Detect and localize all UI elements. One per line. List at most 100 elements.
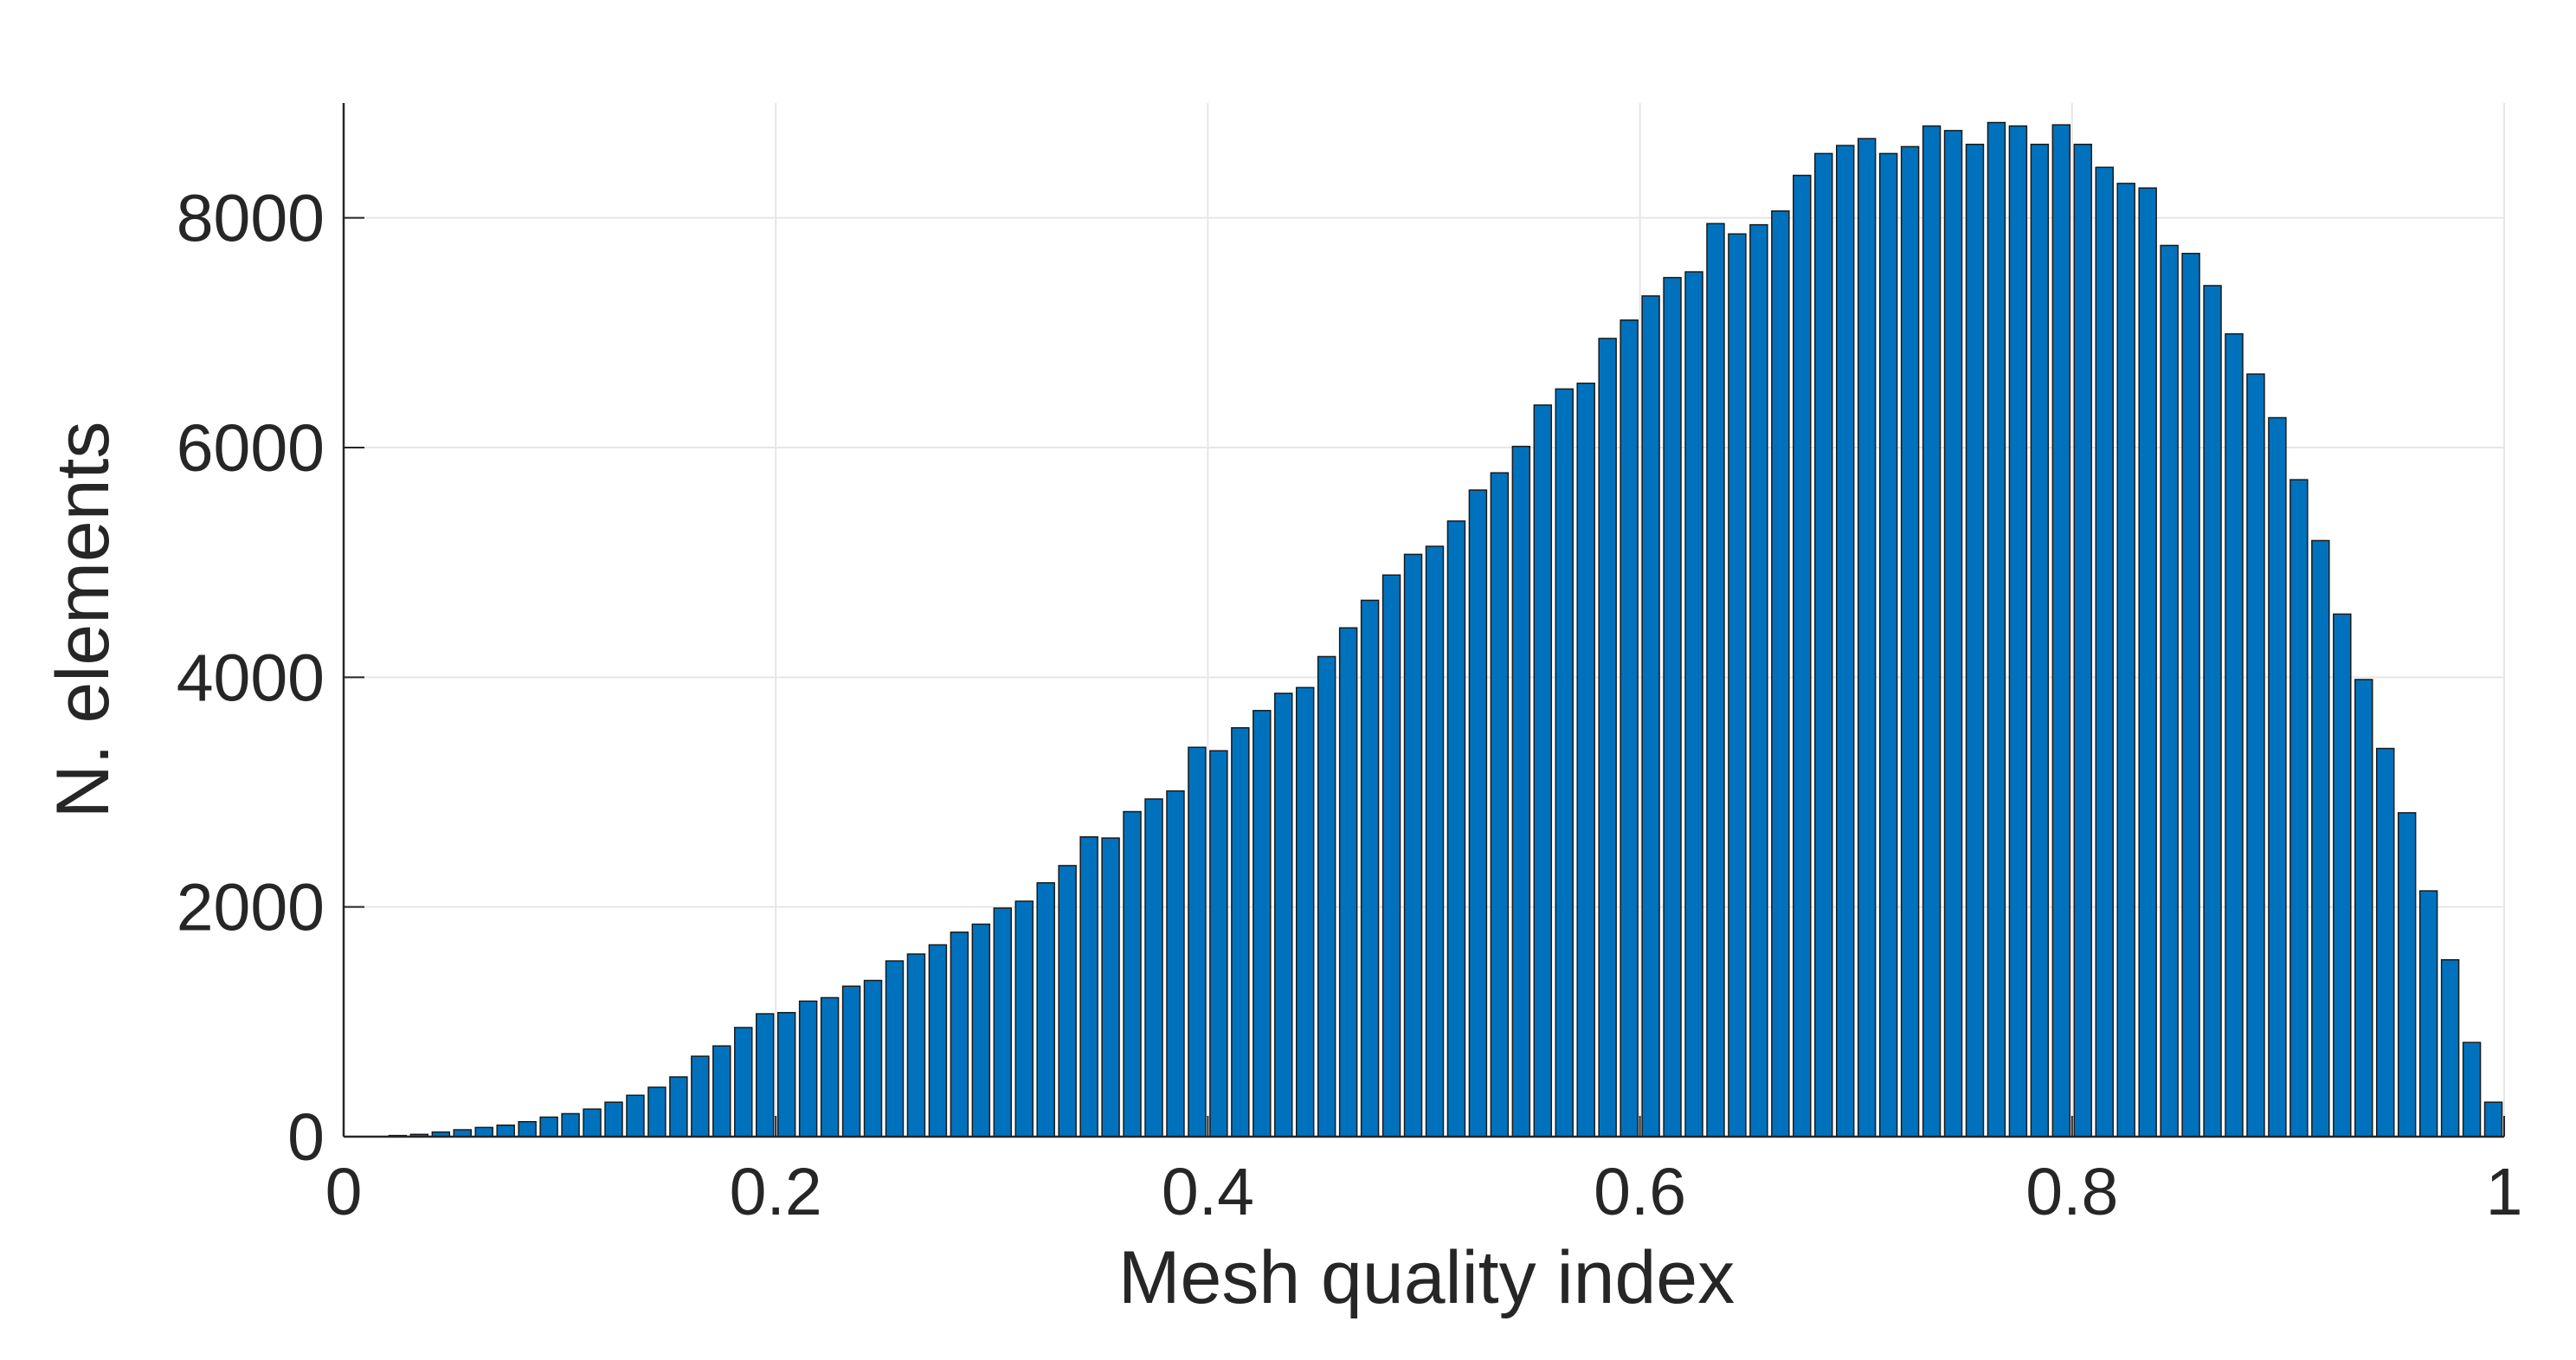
bar [2051,124,2071,1138]
bar [1728,233,1747,1138]
bar [2462,1041,2482,1138]
bar [1943,130,1963,1138]
bar [1620,319,1639,1138]
bar [1144,798,1163,1138]
bar [691,1055,710,1138]
bar [2138,187,2157,1138]
bar [1446,520,1466,1138]
bar [1403,553,1423,1138]
bar [2073,144,2093,1138]
bar [755,1013,775,1138]
bar [993,907,1013,1138]
y-tick-label: 8000 [177,182,325,256]
bar [1771,209,1790,1138]
y-axis-label: N. elements [42,422,125,819]
bar [971,923,991,1138]
bar [1188,746,1207,1138]
bar [1425,545,1445,1138]
bar [1793,174,1812,1138]
bar [2203,285,2222,1138]
bar [1987,121,2006,1138]
bar [2375,747,2395,1138]
bar [906,953,926,1138]
bar [776,1011,796,1138]
bar [1036,882,1055,1138]
bar [1965,144,1985,1138]
bar [1123,810,1142,1138]
bar [1835,145,1855,1138]
bar [626,1094,645,1138]
bar [798,1000,818,1138]
bar [1684,271,1703,1138]
bar [1079,835,1098,1138]
x-tick-label: 0.8 [2025,1155,2118,1229]
bar [2440,958,2460,1138]
bar [1360,599,1380,1138]
bar [1533,404,1553,1138]
y-tick-label: 0 [287,1100,325,1175]
bar [518,1121,537,1138]
bar [1381,574,1401,1138]
bar [1814,152,1833,1138]
bar [1253,710,1272,1138]
bar [583,1108,602,1138]
bar [1900,145,1920,1138]
bar [1231,726,1250,1138]
bar [1295,686,1315,1138]
bar [2333,613,2352,1138]
bar [1058,865,1077,1138]
bar [2160,244,2179,1138]
bar [928,944,948,1138]
bar [1166,790,1185,1138]
bar [1468,489,1488,1138]
bar [1922,125,1942,1138]
bar [1014,900,1034,1138]
bar [950,931,969,1138]
bar [604,1101,623,1138]
bar [2181,253,2200,1138]
bar [539,1116,558,1138]
bar [2008,125,2028,1138]
bar [647,1086,667,1138]
bar [2354,679,2373,1138]
bar [2030,144,2050,1138]
bar [1317,655,1336,1138]
y-tick-label: 4000 [177,641,325,715]
bar [1511,445,1531,1138]
bar [1663,276,1682,1138]
y-tick-label: 6000 [177,411,325,486]
bar [820,996,840,1138]
bar [669,1076,688,1138]
bar [1274,693,1293,1138]
bar [1490,472,1510,1138]
bar [2289,479,2309,1138]
bar [2268,416,2287,1138]
bar [734,1027,753,1138]
bar [1641,295,1660,1138]
bar [1749,223,1768,1138]
bar [2311,539,2330,1138]
bar [2225,332,2244,1138]
bar [2116,183,2135,1138]
bar [2483,1101,2503,1138]
bar [561,1112,580,1138]
bar [1101,837,1120,1138]
bar [863,979,883,1138]
bar [1706,222,1725,1138]
bar [2095,166,2114,1138]
bar [2246,373,2265,1138]
bar [841,985,861,1138]
bar [1878,152,1898,1138]
x-tick-label: 0 [325,1155,363,1229]
bar [2397,812,2417,1138]
bar [712,1045,731,1138]
bar [496,1124,515,1138]
bar [1209,750,1228,1138]
bar [1338,627,1358,1138]
y-tick-label: 2000 [177,871,325,945]
x-tick-label: 0.2 [730,1155,822,1229]
x-tick-label: 0.6 [1594,1155,1686,1229]
bar [1576,382,1595,1138]
